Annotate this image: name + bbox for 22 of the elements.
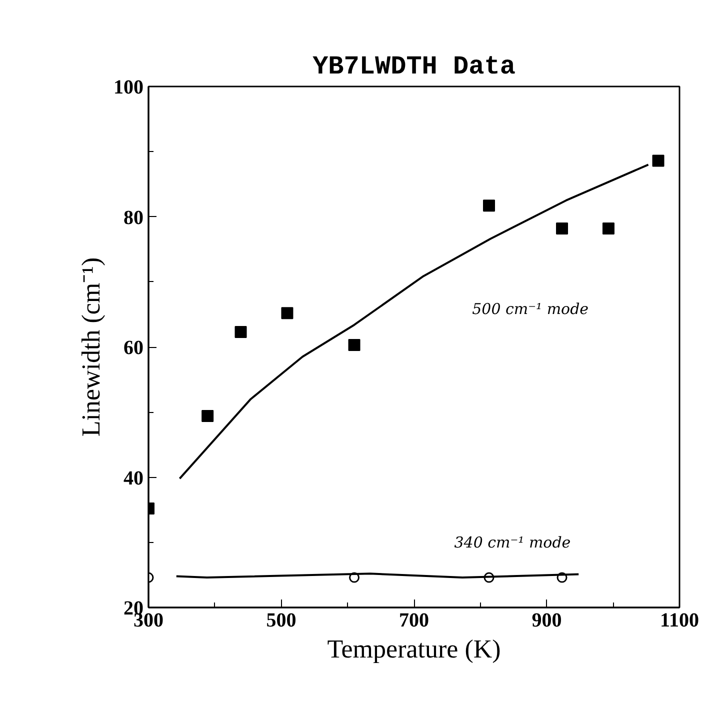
x-tick-label: 500 — [266, 610, 296, 632]
point — [348, 339, 360, 352]
point — [556, 222, 568, 234]
x-tick-label: 1100 — [660, 610, 699, 632]
point — [234, 326, 247, 338]
point — [483, 200, 496, 212]
point — [602, 222, 614, 234]
x-tick-label: 700 — [399, 610, 429, 632]
chart-title: YB7LWDTH Data — [312, 52, 516, 82]
x-axis-title: Temperature (K) — [327, 634, 501, 664]
series-label: 340 cm⁻¹ mode — [454, 534, 571, 552]
y-tick-label: 60 — [124, 337, 144, 359]
y-tick-label: 80 — [124, 206, 144, 229]
point — [202, 410, 214, 422]
y-tick-label: 40 — [124, 467, 144, 490]
y-axis-title: Linewidth (cm⁻¹) — [76, 257, 106, 437]
line-series — [178, 164, 650, 480]
text: 500 cm⁻¹ mode — [472, 300, 589, 318]
y-tick-label: 100 — [114, 76, 144, 98]
point — [652, 154, 664, 167]
point — [281, 307, 294, 320]
x-tick-label: 900 — [532, 610, 562, 632]
